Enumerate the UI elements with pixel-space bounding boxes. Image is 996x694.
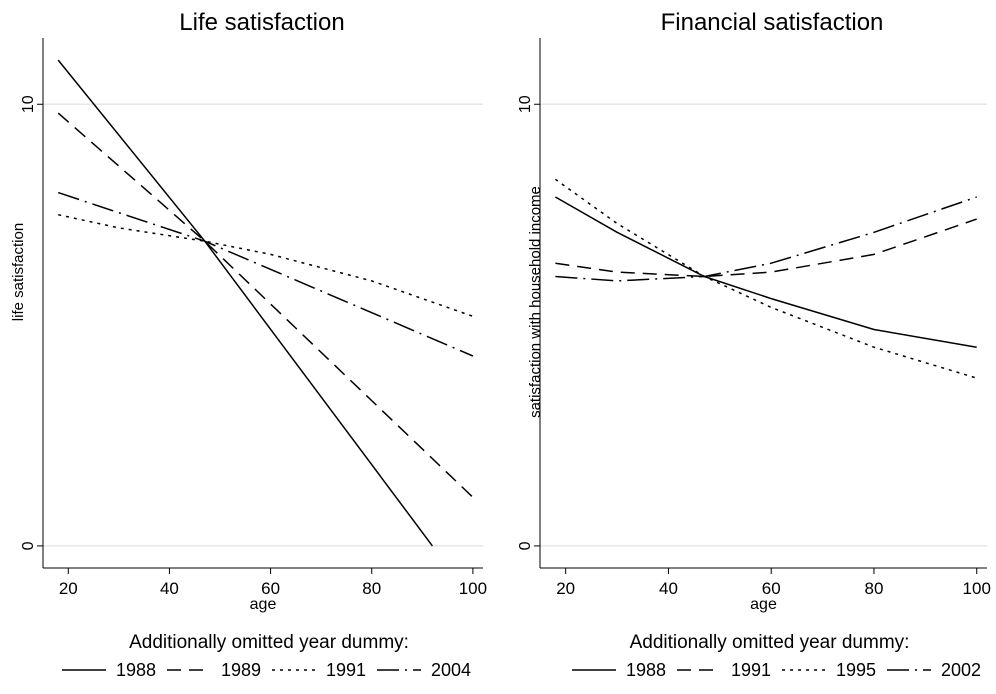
- chart-panel-1: Life satisfaction 0 10 20 40 60 80 100 age life s…: [10, 9, 487, 680]
- x-tick-label: 20: [556, 579, 575, 598]
- legend-label-1991: 1991: [731, 660, 771, 680]
- x-tick-label: 60: [261, 579, 280, 598]
- series-line-1988: [57, 59, 434, 547]
- y-tick-label: 0: [20, 541, 37, 550]
- chart-panel-2: Financial satisfaction 0 10 20 40 60 80 100 age s…: [517, 9, 991, 680]
- x-axis-label: age: [250, 596, 277, 613]
- y-tick-label: 0: [517, 541, 534, 550]
- x-tick-label: 100: [963, 579, 991, 598]
- legend-label-2002: 2002: [941, 660, 981, 680]
- series-line-1991: [555, 218, 977, 278]
- y-axis-label: satisfaction with household income: [527, 186, 544, 418]
- x-tick-label: 20: [59, 579, 78, 598]
- series-line-2002: [555, 196, 977, 282]
- x-tick-label: 60: [762, 579, 781, 598]
- series-line-1995: [554, 178, 977, 379]
- y-tick-label: 10: [517, 95, 534, 113]
- x-tick-label: 80: [865, 579, 884, 598]
- series-line-1991: [58, 213, 474, 318]
- series-line-2004: [57, 191, 474, 357]
- legend-label-1991: 1991: [326, 660, 366, 680]
- series-line-1988: [555, 196, 977, 348]
- legend-label-1988: 1988: [116, 660, 156, 680]
- legend-title: Additionally omitted year dummy:: [630, 632, 910, 653]
- x-axis-label: age: [750, 596, 777, 613]
- legend-label-1995: 1995: [836, 660, 876, 680]
- chart-title: Financial satisfaction: [661, 9, 884, 36]
- legend-title: Additionally omitted year dummy:: [129, 632, 409, 653]
- x-tick-label: 100: [459, 579, 487, 598]
- x-tick-label: 40: [659, 579, 678, 598]
- legend-label-2004: 2004: [431, 660, 471, 680]
- chart-title: Life satisfaction: [179, 9, 344, 36]
- x-tick-label: 40: [160, 579, 179, 598]
- legend-label-1988: 1988: [626, 660, 666, 680]
- y-tick-label: 10: [20, 95, 37, 113]
- x-tick-label: 80: [362, 579, 381, 598]
- y-axis-label: life satisfaction: [10, 223, 27, 321]
- series-line-1989: [57, 112, 474, 498]
- legend-label-1989: 1989: [221, 660, 261, 680]
